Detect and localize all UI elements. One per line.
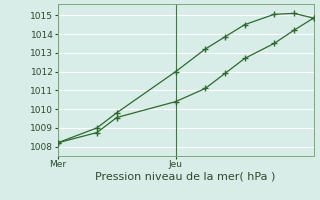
X-axis label: Pression niveau de la mer( hPa ): Pression niveau de la mer( hPa ) — [95, 172, 276, 182]
